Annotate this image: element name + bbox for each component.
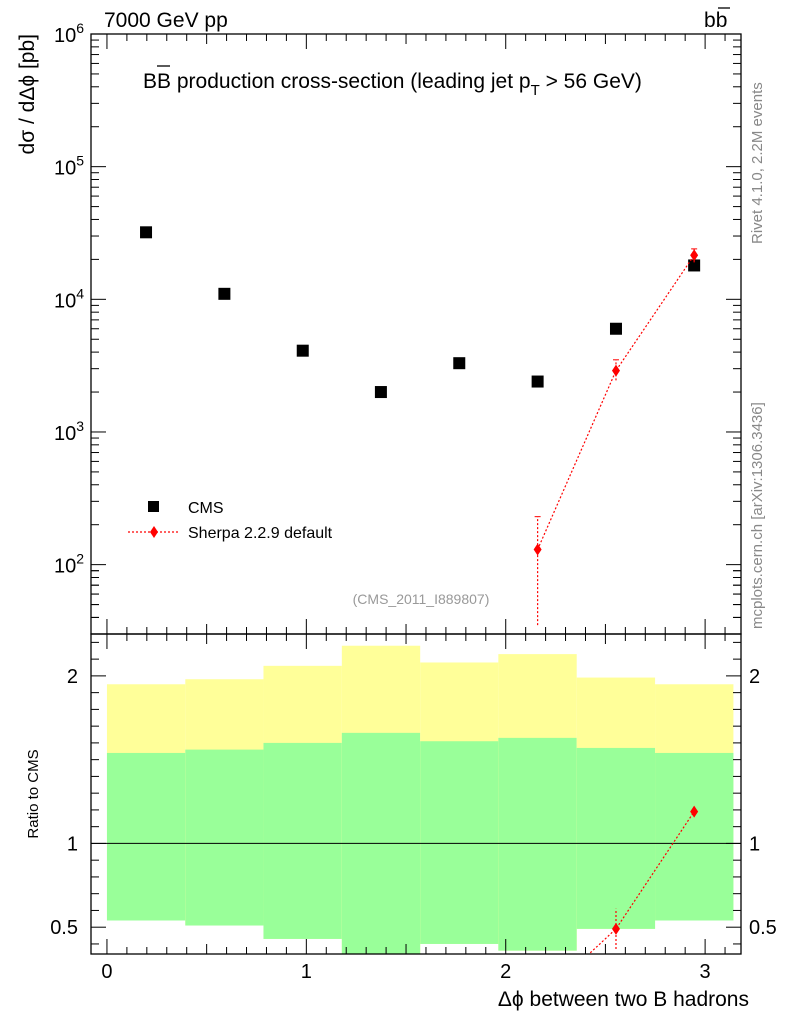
tick-label-exponent: 6 — [76, 20, 84, 36]
ratio-y-tick-label-right: 0.5 — [749, 917, 777, 939]
sherpa-point — [690, 249, 699, 262]
title-text-end: > 56 GeV) — [540, 70, 642, 93]
main-y-axis-label: dσ / dΔϕ [pb] — [16, 34, 39, 154]
main-y-tick-label: 106 — [54, 20, 84, 47]
legend-sherpa-label: Sherpa 2.2.9 default — [188, 525, 333, 542]
ratio-panel: 0.5 0.5 1 1 2 2 0 1 2 3 Ratio to CMS Δϕ between … — [25, 633, 777, 1011]
cms-point — [140, 226, 153, 239]
legend: CMS Sherpa 2.2.9 default — [128, 500, 333, 542]
ratio-y-tick-label-left: 2 — [67, 666, 78, 688]
ratio-band-inner — [106, 752, 186, 921]
x-tick-label: 2 — [500, 961, 511, 983]
ratio-bands — [106, 645, 734, 954]
mcplots-label: mcplots.cern.ch [arXiv:1306.3436] — [749, 402, 766, 629]
x-tick-label: 3 — [700, 961, 711, 983]
main-y-tick-label: 105 — [54, 153, 84, 180]
legend-cms-marker — [148, 501, 159, 512]
process-bbar: b — [716, 9, 728, 32]
main-y-tick-label: 102 — [54, 551, 84, 578]
sherpa-point — [611, 364, 620, 377]
tick-label-exponent: 2 — [76, 551, 84, 567]
rivet-label: Rivet 4.1.0, 2.2M events — [749, 82, 766, 244]
legend-cms-label: CMS — [188, 500, 224, 517]
legend-sherpa-marker — [150, 526, 158, 538]
collision-header: 7000 GeV pp — [104, 9, 228, 32]
main-ticks — [91, 33, 741, 635]
ratio-frame — [90, 633, 742, 955]
x-tick-label: 1 — [301, 961, 312, 983]
ratio-y-tick-labels: 0.5 0.5 1 1 2 2 — [50, 666, 777, 939]
tick-label-exponent: 4 — [76, 285, 84, 301]
ratio-band-inner — [655, 752, 734, 921]
ratio-band-inner — [263, 742, 342, 939]
tick-label-base: 10 — [54, 158, 76, 180]
x-tick-label: 0 — [101, 961, 112, 983]
cms-point — [688, 259, 701, 272]
cms-point — [296, 344, 309, 357]
title-subscript-t: T — [531, 82, 540, 99]
ratio-ticks — [91, 634, 741, 954]
cms-point — [374, 386, 387, 399]
title-bbar: B — [157, 70, 171, 93]
tick-label-base: 10 — [54, 290, 76, 312]
cms-point — [609, 322, 622, 335]
cms-point — [531, 375, 544, 388]
main-series-layer — [140, 226, 701, 626]
main-y-tick-label: 104 — [54, 285, 84, 312]
analysis-annotation: (CMS_2011_I889807) — [353, 591, 490, 607]
process-b: b — [704, 9, 716, 32]
ratio-band-inner — [420, 741, 499, 944]
ratio-sherpa-line — [588, 811, 695, 954]
process-label: bb — [704, 9, 727, 32]
ratio-band-inner — [576, 747, 656, 929]
ratio-band-inner — [498, 737, 577, 951]
cms-point — [453, 357, 466, 370]
ratio-sherpa-point — [690, 805, 699, 818]
tick-label-base: 10 — [54, 423, 76, 445]
sherpa-point — [533, 543, 542, 556]
main-title: BB production cross-section (leading jet… — [143, 70, 642, 99]
title-b: B — [143, 70, 157, 93]
ratio-y-tick-label-right: 1 — [749, 833, 760, 855]
tick-label-exponent: 3 — [76, 418, 84, 434]
ratio-series-layer — [588, 804, 699, 954]
ratio-y-axis-label: Ratio to CMS — [25, 749, 42, 838]
title-text: production cross-section (leading jet p — [171, 70, 531, 93]
ratio-y-tick-label-left: 1 — [67, 833, 78, 855]
ratio-sherpa-point — [611, 922, 620, 935]
x-tick-labels: 0 1 2 3 — [101, 961, 710, 983]
ratio-band-inner — [185, 749, 264, 926]
ratio-y-tick-label-right: 2 — [749, 666, 760, 688]
tick-label-base: 10 — [54, 556, 76, 578]
main-frame — [90, 33, 742, 635]
tick-label-exponent: 5 — [76, 153, 84, 169]
main-y-tick-label: 103 — [54, 418, 84, 445]
sherpa-line — [537, 254, 695, 550]
cms-point — [218, 287, 231, 300]
tick-label-base: 10 — [54, 25, 76, 47]
x-axis-label: Δϕ between two B hadrons — [498, 988, 749, 1011]
ratio-y-tick-label-left: 0.5 — [50, 917, 78, 939]
